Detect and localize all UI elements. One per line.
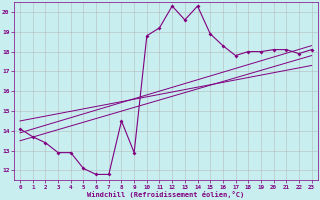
X-axis label: Windchill (Refroidissement éolien,°C): Windchill (Refroidissement éolien,°C) (87, 191, 244, 198)
